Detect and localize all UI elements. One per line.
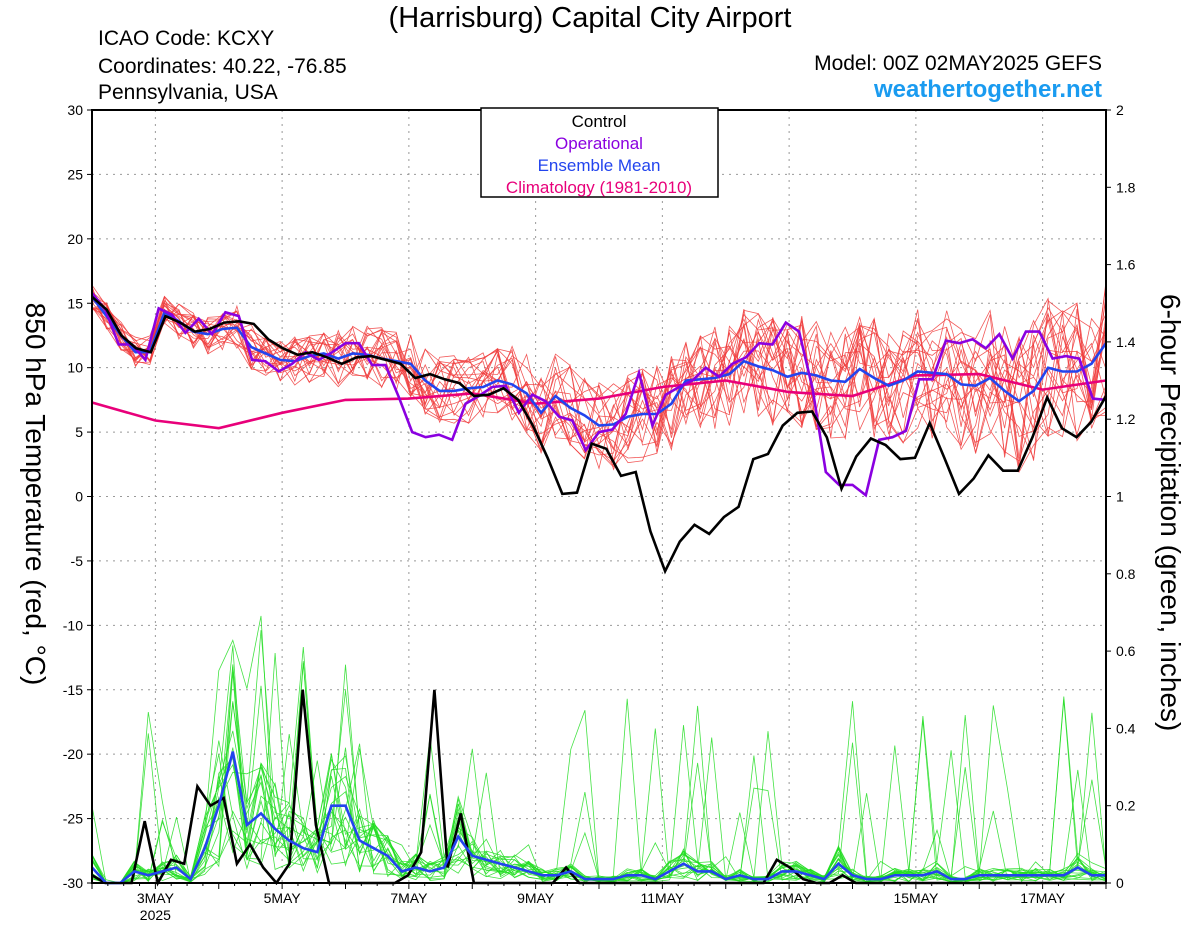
climatology-line (91, 372, 1107, 430)
temp-member-line (91, 286, 1107, 462)
legend: Control Operational Ensemble Mean Climatolo… (480, 107, 719, 198)
y-left-tick-label: -10 (63, 617, 83, 633)
grid-lines (92, 110, 1106, 883)
legend-entry: Ensemble Mean (538, 156, 661, 175)
temp-mean-line (90, 296, 1108, 427)
temp-member-line (91, 291, 1107, 471)
x-tick-label: 3MAY (137, 890, 175, 906)
x-tick-label: 7MAY (390, 890, 428, 906)
y-right-tick-label: 0.2 (1116, 798, 1136, 814)
y-right-tick-label: 1.2 (1116, 411, 1136, 427)
temp-member-line (91, 296, 1107, 467)
x-tick-label: 13MAY (767, 890, 813, 906)
y-right-tick-label: 0.8 (1116, 566, 1136, 582)
x-tick-label: 11MAY (640, 890, 684, 906)
icao-code: ICAO Code: KCXY (98, 27, 275, 50)
y-left-tick-label: -5 (71, 553, 84, 569)
legend-entry: Climatology (1981-2010) (506, 178, 692, 197)
y-left-tick-label: 15 (67, 295, 83, 311)
y-left-tick-label: -20 (63, 746, 83, 762)
temp-member-line (91, 300, 1107, 462)
y-left-tick-label: 0 (75, 489, 83, 505)
y-right-tick-label: 0 (1116, 875, 1124, 891)
chart-title: (Harrisburg) Capital City Airport (388, 2, 792, 34)
coordinates: Coordinates: 40.22, -76.85 (98, 55, 347, 78)
website-link[interactable]: weathertogether.net (873, 76, 1102, 103)
y-right-tick-label: 0.4 (1116, 720, 1136, 736)
operational-line (90, 292, 1107, 498)
y-left-tick-label: 20 (67, 231, 83, 247)
model-run: Model: 00Z 02MAY2025 GEFS (814, 52, 1102, 75)
temp-ensemble-members (91, 281, 1107, 474)
precip-member-line (91, 664, 1107, 884)
legend-box (480, 107, 719, 198)
precip-member-line (91, 699, 1107, 884)
y-right-tick-label: 1.8 (1116, 179, 1136, 195)
precip-member-line (91, 743, 1107, 884)
y-left-tick-label: 25 (67, 166, 83, 182)
y-left-tick-label: 30 (67, 102, 83, 118)
temp-member-line (91, 295, 1107, 460)
y-right-tick-label: 1 (1116, 489, 1124, 505)
y-left-tick-label: -30 (63, 875, 83, 891)
x-tick-label: 5MAY (264, 890, 302, 906)
precip-mean-line (91, 751, 1106, 885)
y-left-tick-label: -25 (63, 811, 83, 827)
legend-entry: Operational (555, 134, 643, 153)
x-tick-label: 15MAY (893, 890, 939, 906)
x-tick-label: 9MAY (517, 890, 555, 906)
y-right-tick-label: 2 (1116, 102, 1124, 118)
x-tick-sublabel: 2025 (140, 907, 171, 923)
x-tick-label: 17MAY (1020, 890, 1066, 906)
location: Pennsylvania, USA (98, 81, 278, 104)
legend-entry: Control (572, 112, 627, 131)
temp-member-line (91, 293, 1107, 453)
y-left-tick-label: 10 (67, 360, 83, 376)
temp-member-line (91, 291, 1107, 462)
y-right-tick-label: 0.6 (1116, 643, 1136, 659)
axis-ticks: 302520151050-5-10-15-20-25-3021.81.61.41… (63, 102, 1136, 923)
precip-ensemble-members (91, 615, 1107, 884)
temp-control-line (91, 295, 1108, 575)
y-right-tick-label: 1.6 (1116, 257, 1136, 273)
y-right-tick-label: 1.4 (1116, 334, 1136, 350)
y-left-tick-label: -15 (63, 682, 83, 698)
temp-member-line (91, 284, 1107, 459)
y-left-tick-label: 5 (75, 424, 83, 440)
temp-member-line (91, 303, 1107, 468)
